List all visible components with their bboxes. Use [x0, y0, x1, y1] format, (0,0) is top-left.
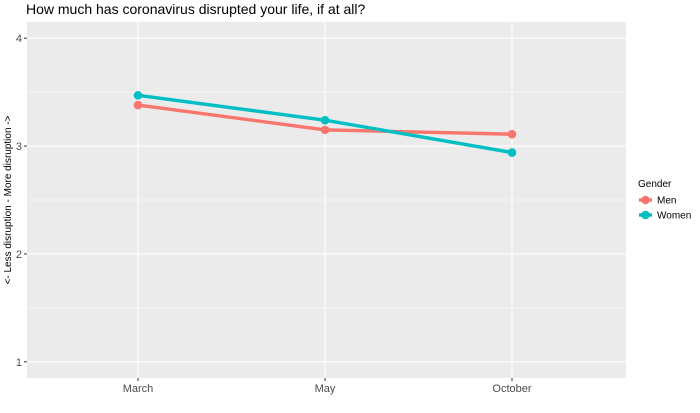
y-tick-label: 1	[16, 357, 22, 369]
legend-title: Gender	[638, 179, 672, 190]
y-tick-label: 3	[16, 141, 22, 153]
data-point-women	[320, 115, 330, 125]
x-tick-label: May	[315, 383, 336, 395]
x-axis: March May October	[123, 378, 532, 395]
series-points	[133, 91, 517, 157]
legend-label-women: Women	[657, 211, 691, 222]
y-tick-label: 4	[16, 33, 22, 45]
data-point-men	[507, 129, 517, 139]
legend: Gender Men Women	[638, 179, 691, 222]
x-tick-label: March	[123, 383, 154, 395]
grid-major	[27, 22, 626, 378]
y-axis: 1 2 3 4	[16, 33, 27, 369]
legend-label-men: Men	[657, 196, 676, 207]
y-axis-title: <- Less disruption - More disruption ->	[3, 115, 14, 284]
x-tick-label: October	[492, 383, 531, 395]
legend-items: Men Women	[639, 196, 691, 222]
y-tick-label: 2	[16, 249, 22, 261]
legend-swatch-point-women	[641, 210, 650, 220]
data-point-women	[133, 91, 143, 100]
grid-minor	[27, 91, 626, 309]
data-point-men	[133, 100, 143, 110]
data-point-men	[320, 125, 330, 135]
legend-swatch-point-men	[641, 195, 650, 205]
data-point-women	[507, 148, 517, 157]
chart-title: How much has coronavirus disrupted your …	[26, 1, 365, 17]
